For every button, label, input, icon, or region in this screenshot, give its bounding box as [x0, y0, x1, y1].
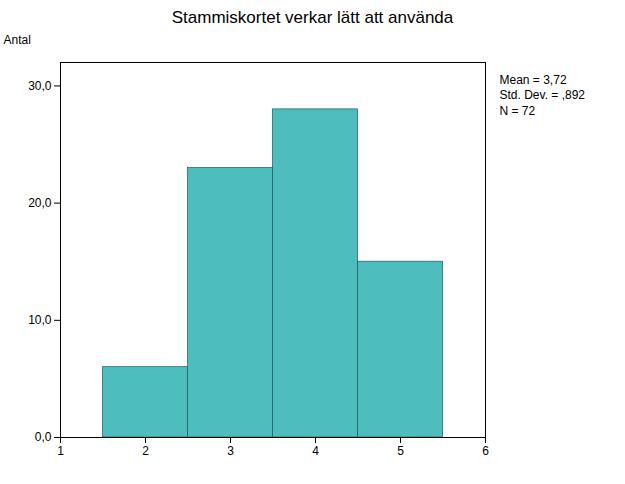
svg-text:0,0: 0,0: [35, 430, 52, 444]
svg-text:6: 6: [482, 444, 489, 458]
html-text:Stammiskortet verkar lätt att: Stammiskortet verkar lätt att använda: [171, 8, 454, 27]
svg-text:10,0: 10,0: [28, 313, 52, 327]
svg-text:3: 3: [227, 444, 234, 458]
svg-text:30,0: 30,0: [28, 79, 52, 93]
svg-text:Mean = 3,72Std. Dev. = ,892N =: Mean = 3,72Std. Dev. = ,892N = 72: [500, 73, 586, 118]
svg-text:4: 4: [312, 444, 319, 458]
svg-text:Antal: Antal: [4, 33, 31, 47]
svg-text:1: 1: [57, 444, 64, 458]
svg-text:2: 2: [142, 444, 149, 458]
svg-text:5: 5: [397, 444, 404, 458]
svg-text:20,0: 20,0: [28, 196, 52, 210]
